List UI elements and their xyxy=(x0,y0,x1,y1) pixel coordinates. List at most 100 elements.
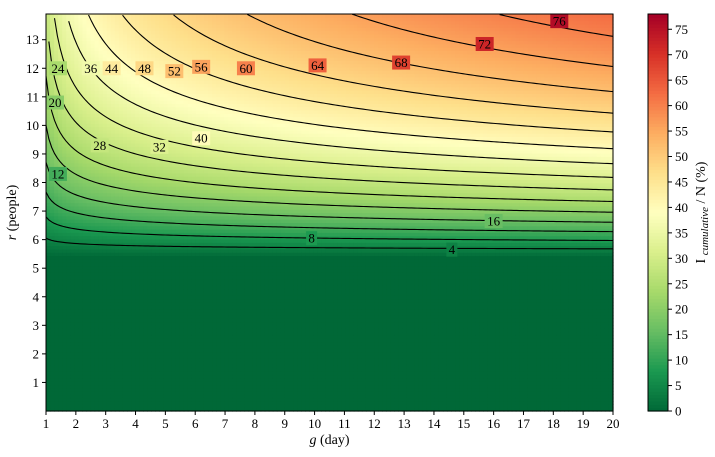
heatmap-cell xyxy=(54,391,59,396)
heatmap-cell xyxy=(159,103,165,108)
heatmap-cell xyxy=(195,291,201,296)
heatmap-cell xyxy=(143,252,148,257)
heatmap-cell xyxy=(187,109,193,114)
heatmap-cell xyxy=(195,159,201,164)
heatmap-cell xyxy=(50,308,55,313)
heatmap-cell xyxy=(179,86,185,91)
heatmap-cell xyxy=(155,387,160,392)
heatmap-cell xyxy=(66,73,71,78)
heatmap-cell xyxy=(139,30,144,35)
heatmap-cell xyxy=(131,152,136,157)
heatmap-cell xyxy=(147,275,152,280)
heatmap-cell xyxy=(62,195,67,200)
heatmap-cell xyxy=(98,318,104,323)
heatmap-cell xyxy=(175,238,181,243)
heatmap-cell xyxy=(54,14,59,18)
heatmap-cell xyxy=(50,252,55,257)
heatmap-cell xyxy=(199,202,205,207)
heatmap-cell xyxy=(135,351,140,356)
heatmap-cell xyxy=(82,126,88,131)
heatmap-cell xyxy=(147,149,152,154)
heatmap-cell xyxy=(94,76,100,81)
heatmap-cell xyxy=(135,391,140,396)
heatmap-cell xyxy=(58,285,63,290)
heatmap-cell xyxy=(139,238,144,243)
heatmap-cell xyxy=(187,182,193,187)
heatmap-cell xyxy=(58,404,63,409)
heatmap-cell xyxy=(147,262,152,267)
heatmap-cell xyxy=(199,334,205,339)
heatmap-cell xyxy=(102,318,108,323)
heatmap-cell xyxy=(66,361,71,366)
heatmap-cell xyxy=(147,199,152,204)
heatmap-cell xyxy=(195,86,201,91)
heatmap-cell xyxy=(167,301,173,306)
heatmap-cell xyxy=(102,100,108,104)
heatmap-cell xyxy=(143,275,148,280)
heatmap-cell xyxy=(110,272,116,276)
heatmap-cell xyxy=(159,272,165,276)
heatmap-cell xyxy=(143,139,148,144)
heatmap-cell xyxy=(70,262,75,267)
heatmap-cell xyxy=(151,96,156,101)
heatmap-cell xyxy=(110,225,116,230)
heatmap-cell xyxy=(199,242,205,247)
heatmap-cell xyxy=(102,172,108,177)
heatmap-cell xyxy=(175,159,181,164)
heatmap-cell xyxy=(183,308,189,313)
heatmap-cell xyxy=(106,123,112,128)
heatmap-cell xyxy=(90,189,96,194)
heatmap-cell xyxy=(159,123,165,128)
heatmap-cell xyxy=(50,404,55,409)
heatmap-cell xyxy=(66,272,71,276)
heatmap-cell xyxy=(159,404,165,409)
heatmap-cell xyxy=(127,272,132,276)
heatmap-cell xyxy=(167,192,173,197)
heatmap-cell xyxy=(58,195,63,200)
heatmap-cell xyxy=(147,14,152,18)
heatmap-cell xyxy=(114,367,120,372)
heatmap-cell xyxy=(118,176,124,181)
heatmap-cell xyxy=(78,80,84,85)
heatmap-cell xyxy=(155,252,160,257)
heatmap-cell xyxy=(195,119,201,124)
heatmap-cell xyxy=(102,272,108,276)
heatmap-cell xyxy=(78,133,84,138)
heatmap-cell xyxy=(122,106,128,111)
heatmap-cell xyxy=(151,186,156,190)
heatmap-cell xyxy=(183,186,189,190)
heatmap-cell xyxy=(175,321,181,326)
heatmap-cell xyxy=(151,17,156,22)
heatmap-cell xyxy=(203,235,209,240)
heatmap-cell xyxy=(58,278,63,283)
heatmap-cell xyxy=(195,202,201,207)
heatmap-cell xyxy=(82,222,88,227)
heatmap-cell xyxy=(175,33,181,38)
heatmap-cell xyxy=(171,242,177,247)
heatmap-cell xyxy=(127,139,132,144)
heatmap-cell xyxy=(114,354,120,359)
heatmap-cell xyxy=(94,358,100,362)
heatmap-cell xyxy=(74,374,79,379)
heatmap-cell xyxy=(159,166,165,171)
heatmap-cell xyxy=(151,238,156,243)
heatmap-cell xyxy=(175,113,181,118)
heatmap-cell xyxy=(155,23,160,28)
heatmap-cell xyxy=(118,301,124,306)
heatmap-cell xyxy=(171,291,177,296)
heatmap-cell xyxy=(78,275,84,280)
heatmap-cell xyxy=(167,328,173,333)
heatmap-cell xyxy=(122,90,128,94)
heatmap-cell xyxy=(90,308,96,313)
heatmap-cell xyxy=(58,371,63,376)
heatmap-cell xyxy=(94,33,100,38)
heatmap-cell xyxy=(191,219,197,224)
heatmap-cell xyxy=(203,40,209,45)
heatmap-cell xyxy=(139,334,144,339)
heatmap-cell xyxy=(90,37,96,42)
heatmap-cell xyxy=(118,344,124,349)
heatmap-cell xyxy=(70,407,75,412)
heatmap-cell xyxy=(167,252,173,257)
heatmap-cell xyxy=(135,116,140,121)
heatmap-cell xyxy=(143,308,148,313)
